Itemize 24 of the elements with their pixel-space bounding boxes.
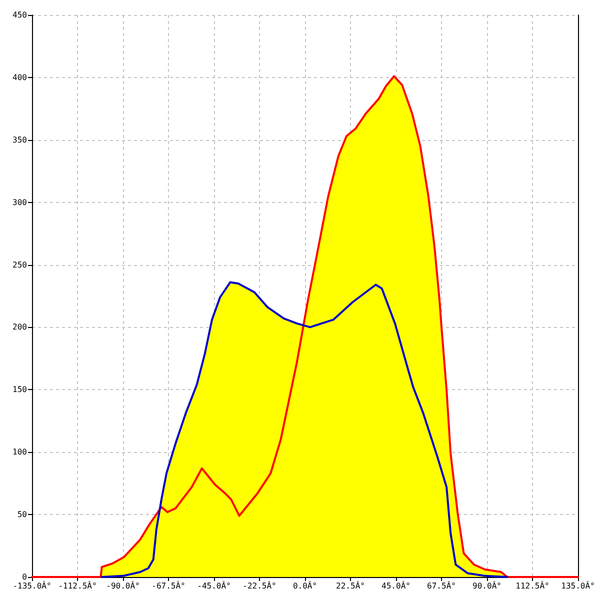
y-tick-label: 400 [12,72,28,82]
y-tick-label: 50 [17,510,28,520]
x-tick-label: 112.5Â° [516,580,550,590]
x-tick-label: 90.0Â° [472,580,502,590]
y-tick-label: 450 [12,10,28,20]
x-tick-label: 45.0Â° [382,580,410,590]
x-tick-label: 0.0Â° [292,580,318,590]
x-tick-label: 135.0Â° [561,580,595,590]
x-tick-label: -67.5Â° [152,580,186,590]
x-tick-label: -135.0Â° [12,580,52,590]
x-tick-label: -45.0Â° [197,580,231,590]
x-tick-label: -112.5Â° [58,580,97,590]
y-tick-label: 100 [12,448,28,457]
x-tick-label: -90.0Â° [106,580,140,590]
y-tick-label: 300 [12,198,28,207]
y-tick-label: 0 [22,572,28,582]
x-tick-label: -22.5Â° [242,580,276,590]
y-tick-label: 250 [12,260,28,270]
y-tick-label: 350 [12,135,28,144]
y-tick-label: 200 [12,322,28,332]
y-tick-label: 150 [12,385,28,394]
x-tick-label: 67.5Â° [427,580,456,590]
line-series [100,281,508,578]
x-tick-label: 22.5Â° [336,580,365,590]
